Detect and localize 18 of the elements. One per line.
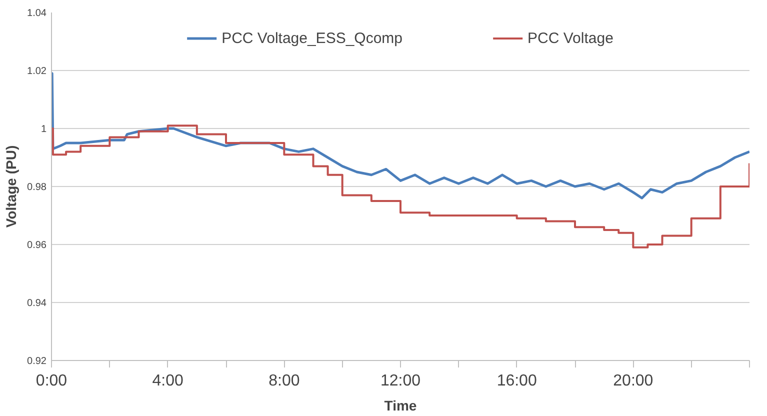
y-axis-title: Voltage (PU) <box>3 145 20 228</box>
x-tick-label: 16:00 <box>496 372 537 390</box>
x-tick-label: 4:00 <box>152 372 184 390</box>
y-tick-label: 1 <box>40 124 47 135</box>
y-tick-label: 0.94 <box>27 298 47 309</box>
y-tick-label: 0.92 <box>27 356 47 367</box>
y-tick-label: 0.98 <box>27 182 47 193</box>
y-tick-label: 1.04 <box>27 8 47 19</box>
x-tick-label: 20:00 <box>613 372 654 390</box>
x-tick-label: 12:00 <box>380 372 421 390</box>
x-axis-title: Time <box>384 398 417 414</box>
line-series <box>52 72 750 200</box>
legend-label: PCC Voltage_ESS_Qcomp <box>222 30 403 46</box>
x-tick-label: 8:00 <box>268 372 300 390</box>
y-tick-label: 0.96 <box>27 240 47 251</box>
legend-label: PCC Voltage <box>528 30 614 46</box>
x-tick-label: 0:00 <box>36 372 68 390</box>
y-tick-label: 1.02 <box>27 66 47 77</box>
